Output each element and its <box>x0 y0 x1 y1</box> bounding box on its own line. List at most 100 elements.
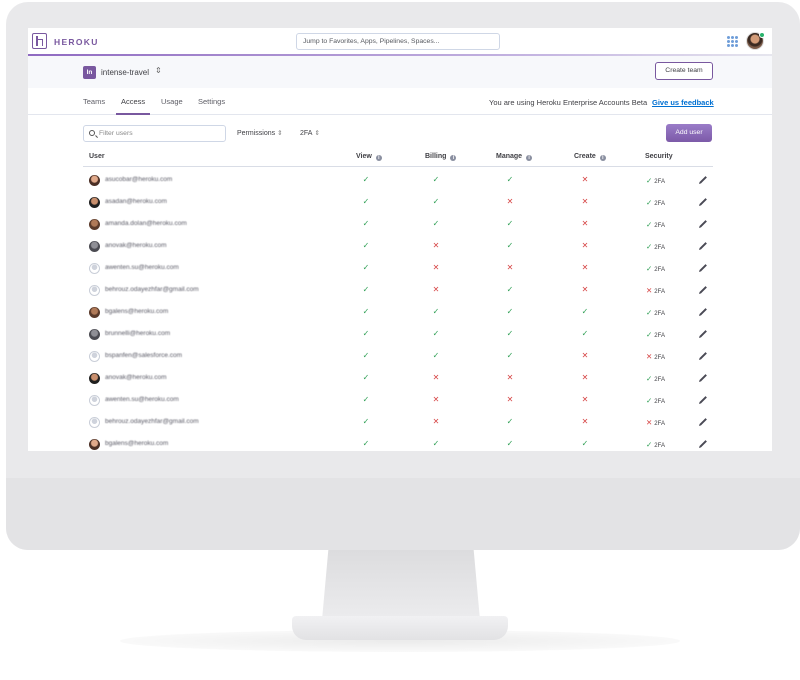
user-email[interactable]: anovak@heroku.com <box>105 242 167 249</box>
user-email[interactable]: brunnelli@heroku.com <box>105 330 171 337</box>
filter-users-input[interactable] <box>99 128 219 139</box>
twofa-dropdown[interactable]: 2FA ⇕ <box>300 129 320 137</box>
user-email[interactable]: asadan@heroku.com <box>105 198 167 205</box>
create-cross-icon: ✕ <box>581 395 589 404</box>
table-row: anovak@heroku.com ✓ ✕ ✓ ✕ ✓ 2FA <box>83 236 713 258</box>
user-email[interactable]: bgalens@heroku.com <box>105 440 169 447</box>
info-icon[interactable]: i <box>599 154 606 161</box>
tab-usage[interactable]: Usage <box>161 97 183 106</box>
edit-pencil-icon[interactable] <box>697 174 709 186</box>
user-email[interactable]: behrouz.odayezhfar@gmail.com <box>105 286 199 293</box>
create-check-icon: ✓ <box>581 439 589 448</box>
status-dot <box>759 32 765 38</box>
monitor-shadow <box>120 630 680 652</box>
view-check-icon: ✓ <box>362 197 370 206</box>
twofa-label: 2FA <box>654 377 665 383</box>
edit-pencil-icon[interactable] <box>697 240 709 252</box>
info-icon[interactable]: i <box>375 154 382 161</box>
security-status: ✓ 2FA <box>646 198 665 207</box>
twofa-label: 2FA <box>654 223 665 229</box>
view-check-icon: ✓ <box>362 175 370 184</box>
check-icon: ✓ <box>646 330 653 339</box>
user-email[interactable]: amanda.dolan@heroku.com <box>105 220 187 227</box>
tab-access[interactable]: Access <box>121 97 146 106</box>
user-email[interactable]: awenten.su@heroku.com <box>105 264 179 271</box>
user-avatar[interactable] <box>746 32 765 50</box>
twofa-label: 2FA <box>654 333 665 339</box>
info-icon[interactable]: i <box>450 154 457 161</box>
edit-pencil-icon[interactable] <box>697 196 709 208</box>
security-status: ✓ 2FA <box>646 330 665 339</box>
security-status: ✓ 2FA <box>646 374 665 383</box>
cross-icon: ✕ <box>646 418 653 427</box>
apps-grid-icon[interactable] <box>727 36 738 47</box>
user-email[interactable]: anovak@heroku.com <box>105 374 167 381</box>
feedback-link[interactable]: Give us feedback <box>652 98 714 107</box>
manage-check-icon: ✓ <box>506 241 514 250</box>
avatar <box>89 417 100 428</box>
edit-pencil-icon[interactable] <box>697 438 709 450</box>
manage-cross-icon: ✕ <box>506 373 514 382</box>
billing-check-icon: ✓ <box>432 197 440 206</box>
brand-name[interactable]: HEROKU <box>54 37 99 47</box>
security-status: ✓ 2FA <box>646 264 665 273</box>
search-icon <box>89 130 95 136</box>
table-row: bgalens@heroku.com ✓ ✓ ✓ ✓ ✓ 2FA <box>83 434 713 451</box>
view-check-icon: ✓ <box>362 373 370 382</box>
filter-users-field[interactable] <box>83 125 226 142</box>
avatar <box>89 219 100 230</box>
chevron-updown-icon[interactable]: ⇕ <box>155 66 162 75</box>
view-check-icon: ✓ <box>362 395 370 404</box>
edit-pencil-icon[interactable] <box>697 394 709 406</box>
twofa-label: 2FA <box>654 267 665 273</box>
view-check-icon: ✓ <box>362 219 370 228</box>
create-cross-icon: ✕ <box>581 351 589 360</box>
edit-pencil-icon[interactable] <box>697 372 709 384</box>
edit-pencil-icon[interactable] <box>697 306 709 318</box>
twofa-label: 2FA <box>300 130 313 137</box>
edit-pencil-icon[interactable] <box>697 284 709 296</box>
screen: HEROKU Jump to Favorites, Apps, Pipeline… <box>28 28 772 451</box>
team-switcher[interactable]: intense-travel <box>101 68 150 77</box>
cross-icon: ✕ <box>646 352 653 361</box>
billing-check-icon: ✓ <box>432 175 440 184</box>
tab-teams[interactable]: Teams <box>83 97 106 106</box>
check-icon: ✓ <box>646 264 653 273</box>
edit-pencil-icon[interactable] <box>697 350 709 362</box>
billing-cross-icon: ✕ <box>432 417 440 426</box>
twofa-label: 2FA <box>654 355 665 361</box>
manage-check-icon: ✓ <box>506 351 514 360</box>
user-email[interactable]: behrouz.odayezhfar@gmail.com <box>105 418 199 425</box>
heroku-logo-icon[interactable] <box>32 33 47 49</box>
info-icon[interactable]: i <box>526 154 533 161</box>
create-team-button[interactable]: Create team <box>655 62 713 80</box>
table-row: behrouz.odayezhfar@gmail.com ✓ ✕ ✓ ✕ ✕ 2FA <box>83 280 713 302</box>
twofa-label: 2FA <box>654 421 665 427</box>
manage-cross-icon: ✕ <box>506 197 514 206</box>
billing-check-icon: ✓ <box>432 329 440 338</box>
billing-cross-icon: ✕ <box>432 241 440 250</box>
tab-settings[interactable]: Settings <box>198 97 226 106</box>
global-search-input[interactable]: Jump to Favorites, Apps, Pipelines, Spac… <box>296 33 500 50</box>
user-email[interactable]: asucobar@heroku.com <box>105 176 173 183</box>
user-email[interactable]: bgalens@heroku.com <box>105 308 169 315</box>
add-user-button[interactable]: Add user <box>666 124 712 142</box>
billing-cross-icon: ✕ <box>432 263 440 272</box>
billing-check-icon: ✓ <box>432 351 440 360</box>
permissions-dropdown[interactable]: Permissions ⇕ <box>237 129 283 137</box>
check-icon: ✓ <box>646 440 653 449</box>
manage-check-icon: ✓ <box>506 175 514 184</box>
edit-pencil-icon[interactable] <box>697 262 709 274</box>
edit-pencil-icon[interactable] <box>697 218 709 230</box>
user-email[interactable]: awenten.su@heroku.com <box>105 396 179 403</box>
check-icon: ✓ <box>646 242 653 251</box>
check-icon: ✓ <box>646 396 653 405</box>
create-cross-icon: ✕ <box>581 219 589 228</box>
active-tab-indicator <box>116 113 150 115</box>
user-email[interactable]: bspanfen@salesforce.com <box>105 352 183 359</box>
edit-pencil-icon[interactable] <box>697 328 709 340</box>
avatar <box>89 373 100 384</box>
manage-cross-icon: ✕ <box>506 395 514 404</box>
twofa-label: 2FA <box>654 289 665 295</box>
edit-pencil-icon[interactable] <box>697 416 709 428</box>
